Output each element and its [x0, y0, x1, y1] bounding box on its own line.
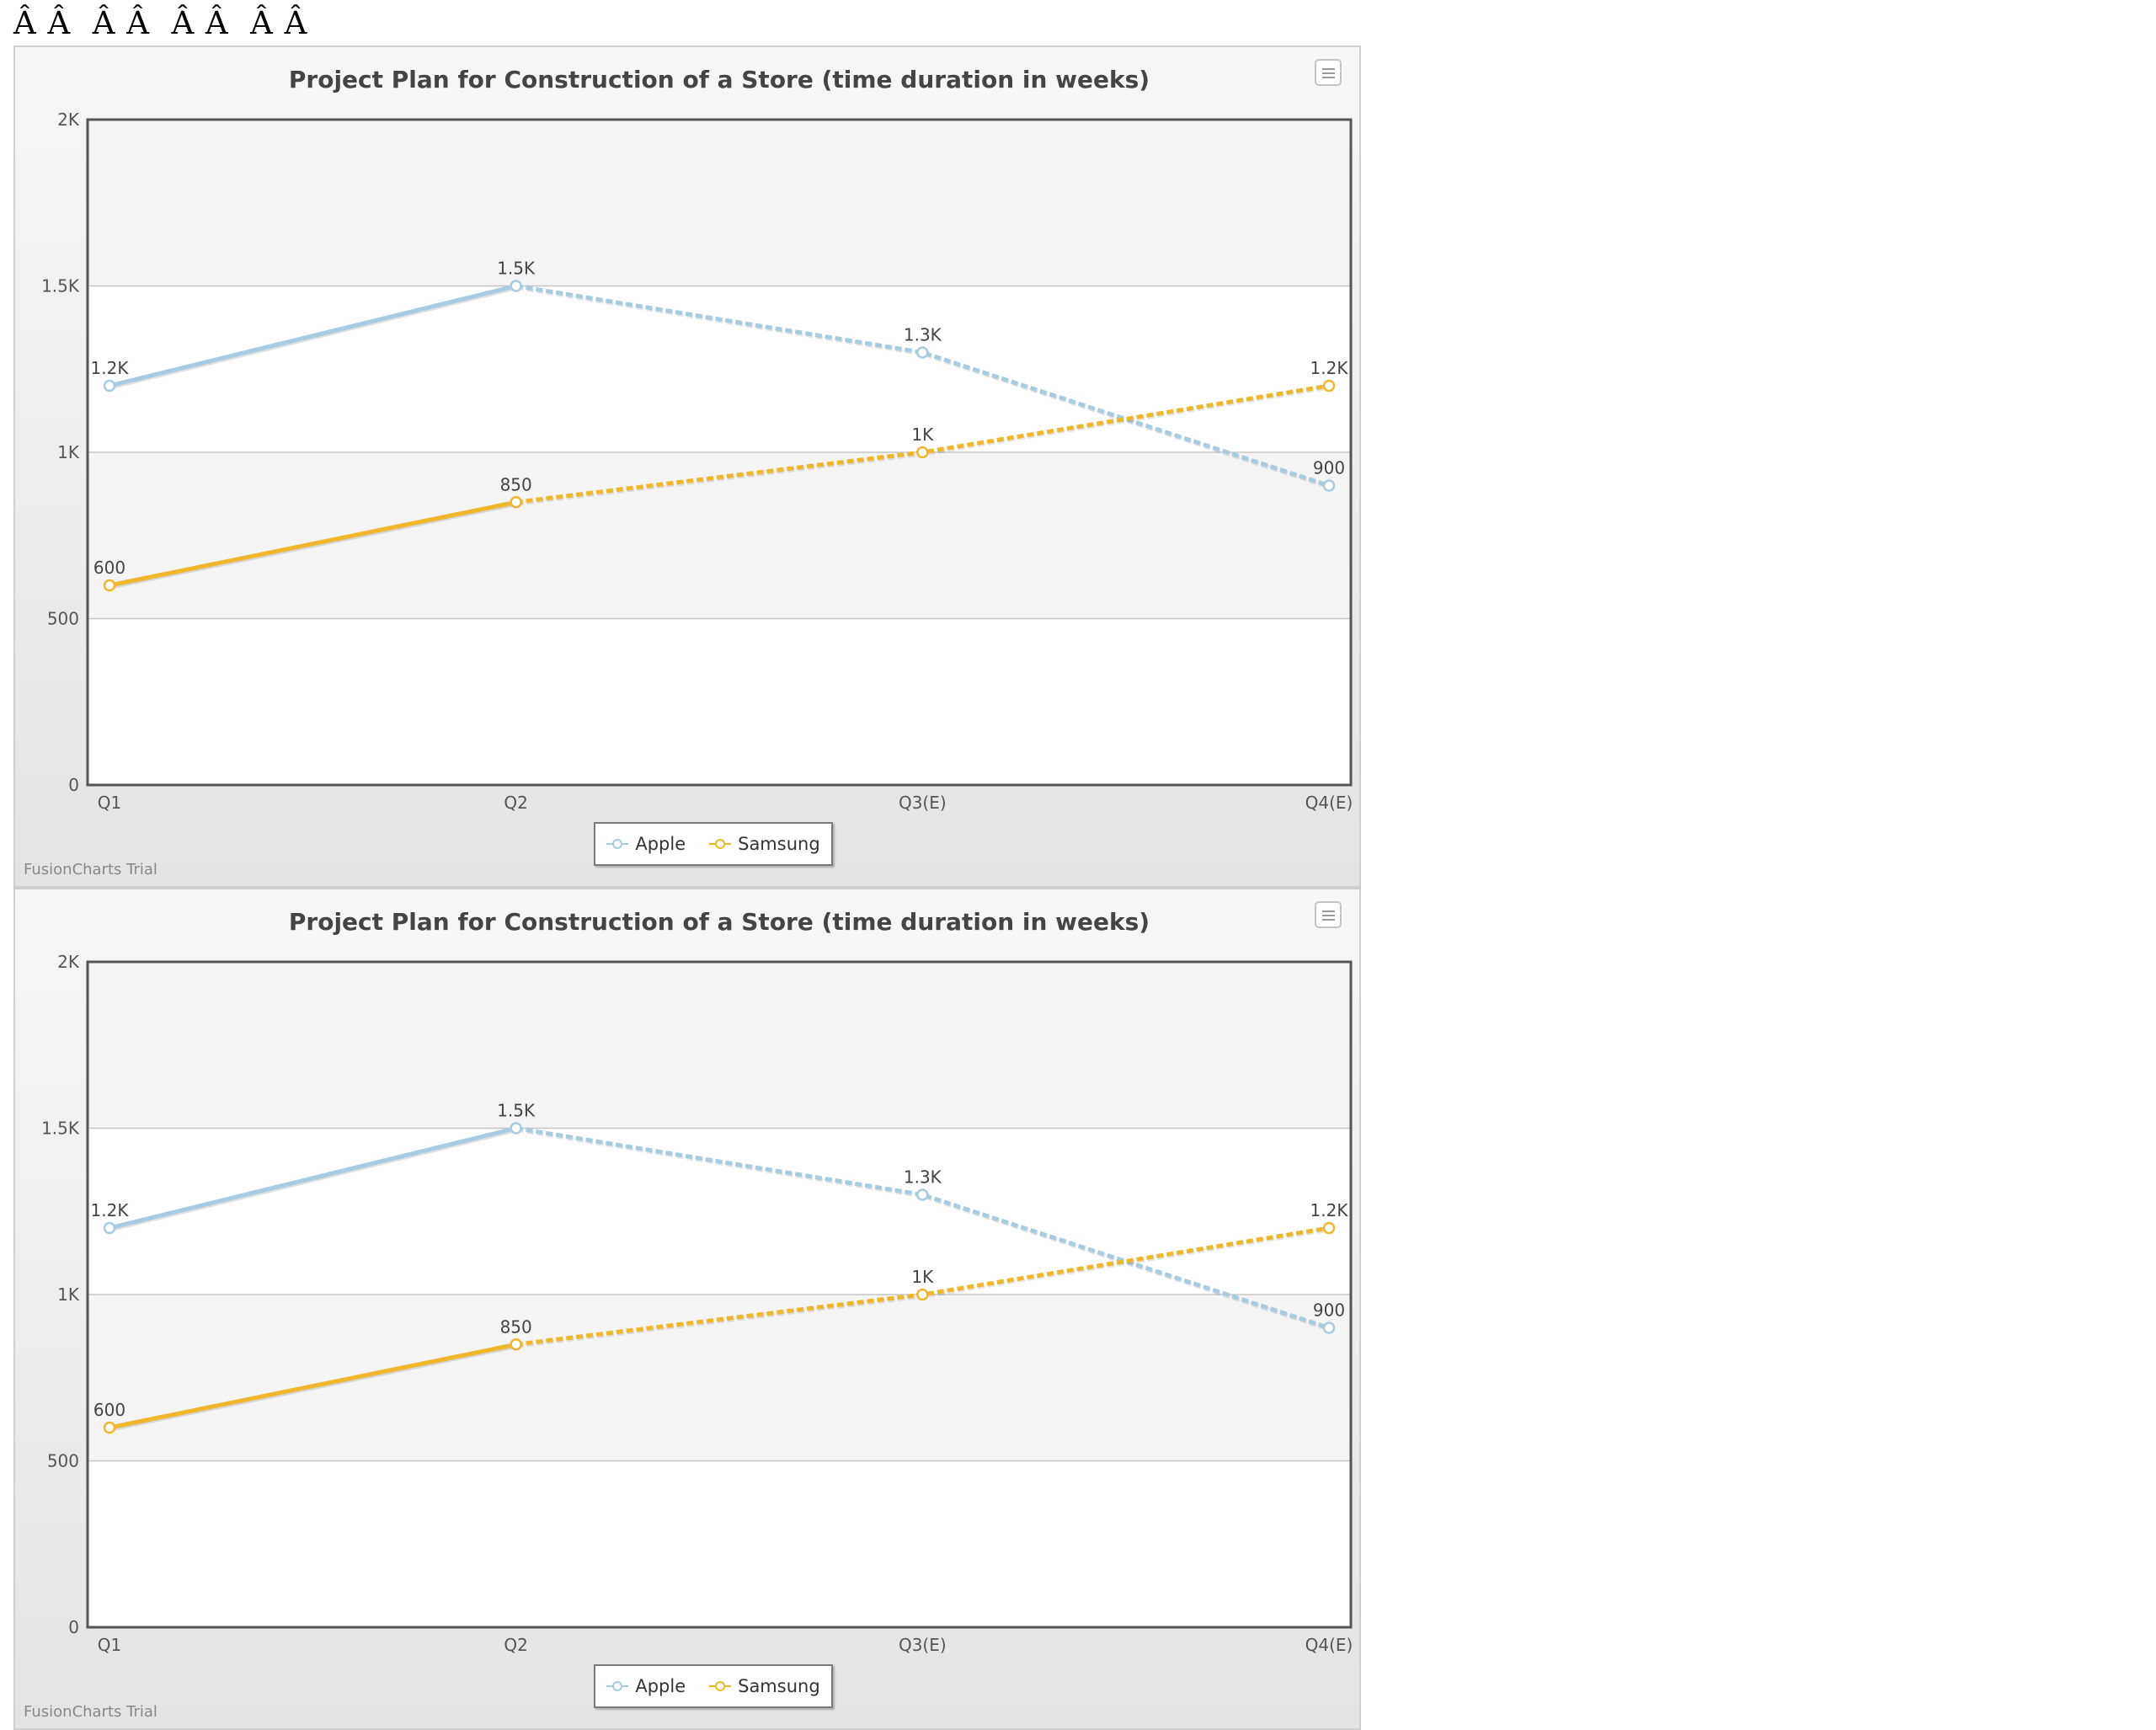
legend-item-apple[interactable]: Apple [606, 1676, 686, 1696]
data-point-samsung[interactable] [1322, 1221, 1336, 1235]
legend-samsung-label: Samsung [738, 834, 820, 854]
data-point-samsung[interactable] [103, 1421, 116, 1434]
chart-container-2: 0 500 1K 1.5K 2K Q1 Q2 Q3(E) Q4(E) Project Plan f… [13, 888, 1361, 1730]
legend-apple-marker-icon [606, 1681, 629, 1691]
legend-samsung-marker-icon [709, 1681, 732, 1691]
legend-apple-marker-icon [606, 839, 629, 849]
data-label-samsung: 850 [500, 474, 532, 494]
series-line-apple-estimated [515, 1126, 1330, 1330]
chart-menu-button[interactable] [1315, 59, 1342, 86]
data-point-samsung[interactable] [510, 1338, 522, 1351]
y-tick-label: 1K [57, 1284, 80, 1305]
data-point-apple[interactable] [510, 1122, 522, 1135]
x-tick-label: Q3(E) [899, 1635, 947, 1655]
fusioncharts-watermark: FusionCharts Trial [24, 1703, 157, 1721]
y-tick-label: 1K [57, 442, 80, 462]
plot-band [88, 452, 1351, 619]
y-tick-label: 500 [47, 609, 79, 629]
line-chart-2: 0 500 1K 1.5K 2K Q1 Q2 Q3(E) Q4(E) Project Plan f… [41, 908, 1353, 1655]
legend-samsung-marker-icon [709, 839, 732, 849]
hamburger-menu-icon [1322, 910, 1335, 912]
data-label-samsung: 1K [911, 424, 934, 445]
chart-title: Project Plan for Construction of a Store… [289, 66, 1150, 93]
y-tick-label: 500 [47, 1451, 79, 1471]
series-line-apple-estimated [515, 284, 1330, 488]
chart-title: Project Plan for Construction of a Store… [289, 908, 1150, 936]
plot-band [88, 962, 1351, 1129]
data-point-apple[interactable] [916, 346, 929, 359]
data-point-apple[interactable] [916, 1188, 929, 1201]
legend-samsung-label: Samsung [738, 1676, 820, 1696]
data-label-apple: 900 [1313, 458, 1345, 478]
x-tick-label: Q4(E) [1305, 1635, 1353, 1655]
data-label-samsung: 1K [911, 1267, 934, 1287]
legend-apple-label: Apple [635, 834, 686, 854]
legend-item-samsung[interactable]: Samsung [709, 834, 820, 854]
data-point-samsung[interactable] [1322, 379, 1336, 392]
data-point-samsung[interactable] [916, 446, 929, 459]
page-header-text: Â Â Â Â Â Â Â Â [13, 5, 308, 41]
x-tick-label: Q3(E) [899, 793, 947, 813]
data-point-apple[interactable] [510, 280, 522, 292]
chart-container-1: 0 500 1K 1.5K 2K Q1 Q2 Q3(E) Q4(E) Project Plan f… [13, 45, 1361, 888]
data-point-apple[interactable] [103, 1221, 116, 1235]
data-label-samsung: 600 [93, 1400, 125, 1420]
data-point-samsung[interactable] [510, 496, 522, 509]
y-tick-label: 1.5K [41, 1119, 80, 1139]
data-point-apple[interactable] [103, 379, 116, 392]
y-tick-label: 2K [57, 952, 80, 972]
chart-menu-button[interactable] [1315, 901, 1342, 928]
legend-item-samsung[interactable]: Samsung [709, 1676, 820, 1696]
x-tick-label: Q2 [504, 1635, 527, 1655]
x-tick-label: Q1 [98, 793, 121, 813]
series-shadow [516, 286, 1331, 489]
x-tick-label: Q2 [504, 793, 527, 813]
plot-border [86, 118, 1353, 787]
data-label-samsung: 600 [93, 558, 125, 578]
x-tick-label: Q1 [98, 1635, 121, 1655]
chart-legend: Apple Samsung [594, 1664, 833, 1708]
data-label-apple: 1.3K [904, 325, 942, 345]
data-label-apple: 1.5K [497, 1101, 536, 1121]
data-label-samsung: 1.2K [1310, 1200, 1349, 1220]
data-label-apple: 1.5K [497, 259, 536, 279]
data-label-apple: 1.2K [91, 1200, 130, 1220]
y-tick-label: 2K [57, 109, 80, 130]
series-line-samsung-actual [109, 499, 517, 588]
plot-band [88, 120, 1351, 286]
data-point-samsung[interactable] [103, 579, 116, 592]
x-tick-label: Q4(E) [1305, 793, 1353, 813]
legend-apple-label: Apple [635, 1676, 686, 1696]
chart-legend: Apple Samsung [594, 822, 833, 866]
data-label-apple: 1.2K [91, 358, 130, 378]
legend-item-apple[interactable]: Apple [606, 834, 686, 854]
fusioncharts-watermark: FusionCharts Trial [24, 861, 157, 878]
y-tick-label: 0 [68, 775, 79, 795]
data-label-apple: 900 [1313, 1300, 1345, 1321]
series-line-apple-actual [109, 284, 517, 388]
data-label-samsung: 1.2K [1310, 358, 1349, 378]
data-point-samsung[interactable] [916, 1288, 929, 1301]
series-shadow [516, 1128, 1331, 1332]
y-tick-label: 0 [68, 1617, 79, 1637]
data-label-samsung: 850 [500, 1316, 532, 1337]
y-tick-label: 1.5K [41, 276, 80, 296]
data-point-apple[interactable] [1322, 479, 1336, 492]
hamburger-menu-icon [1322, 68, 1335, 70]
line-chart-1: 0 500 1K 1.5K 2K Q1 Q2 Q3(E) Q4(E) Project Plan f… [41, 66, 1353, 813]
data-point-apple[interactable] [1322, 1322, 1336, 1334]
